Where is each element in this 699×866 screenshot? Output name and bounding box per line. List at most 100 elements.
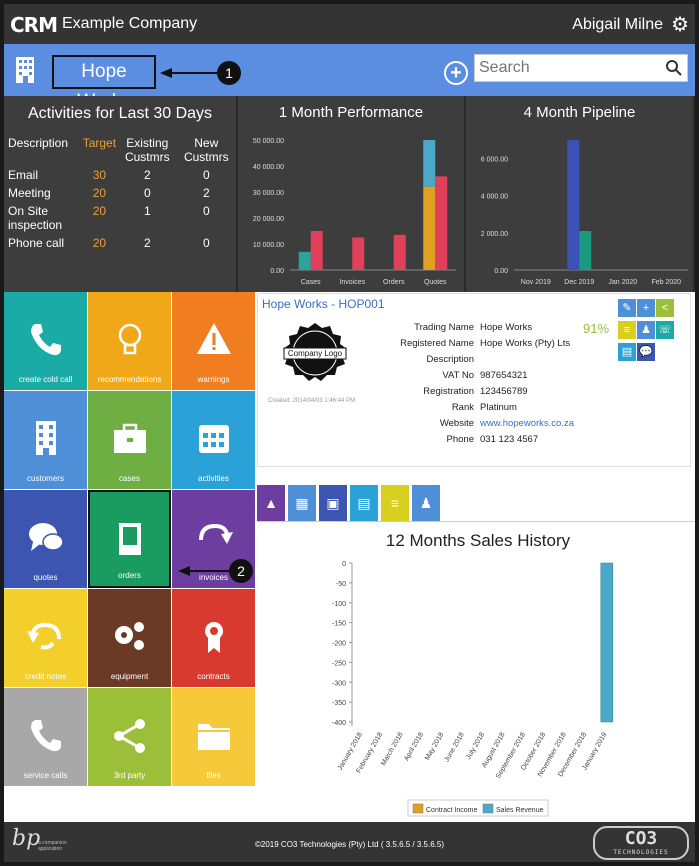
gear-icon[interactable]: ⚙ (671, 14, 689, 36)
building-icon (4, 419, 87, 457)
x-tick-label: April 2018 (403, 731, 425, 762)
row-new: 2 (202, 186, 210, 200)
pipeline-title: 4 Month Pipeline (523, 104, 636, 121)
y-tick-label: -400 (332, 720, 346, 727)
list-icon[interactable]: ▤ (618, 343, 636, 361)
tile-label: warnings (197, 375, 230, 384)
y-tick-label: -150 (332, 621, 346, 628)
x-tick-label: March 2018 (380, 731, 405, 767)
tile-service-calls[interactable]: service calls (4, 688, 87, 786)
detail-label: Phone (446, 434, 474, 445)
tab-contact-icon[interactable]: ▣ (319, 485, 347, 521)
row-target: 20 (92, 236, 107, 250)
crm-logo[interactable]: CRM (10, 13, 58, 37)
tile-quotes[interactable]: quotes (4, 490, 87, 588)
award-icon (172, 617, 255, 655)
completion-percent: 91% (583, 321, 610, 336)
share-icon (88, 716, 171, 754)
detail-label: Description (426, 354, 474, 365)
lightbulb-icon (88, 320, 171, 358)
detail-row: Description (374, 354, 576, 365)
bar-series-1 (298, 251, 311, 270)
detail-row: Registration 123456789 (374, 386, 576, 397)
detail-row: Registered Name Hope Works (Pty) Lts (374, 338, 576, 349)
copyright: ©2019 CO3 Technologies (Pty) Ltd ( 3.5.6… (255, 840, 444, 849)
sales-history-panel: 12 Months Sales History 0 -50 -100 -150 -200 -… (257, 522, 695, 822)
sales-history-title: 12 Months Sales History (386, 531, 571, 550)
tile-label: cases (119, 474, 140, 483)
activities-panel: Activities for Last 30 Days Description … (4, 96, 238, 292)
row-target: 30 (92, 168, 107, 182)
customer-details: Trading Name Hope Works Registered Name Hop… (374, 322, 576, 450)
tile-warnings[interactable]: warnings (172, 292, 255, 390)
edit-icon[interactable]: ✎ (618, 299, 636, 317)
document-icon[interactable]: ≡ (618, 321, 636, 339)
tab-building-icon[interactable]: ▦ (288, 485, 316, 521)
co3-logo-text: CO3 (624, 828, 658, 849)
y-tick-label: -200 (332, 641, 346, 648)
detail-label: Rank (451, 402, 474, 413)
legend-swatch (412, 803, 424, 814)
detail-label: Trading Name (414, 322, 474, 333)
search-box (474, 54, 688, 82)
detail-label: VAT No (442, 370, 474, 381)
tile-files[interactable]: files (172, 688, 255, 786)
y-tick-label: -350 (332, 700, 346, 707)
add-user-icon[interactable]: + (637, 299, 655, 317)
x-tick-label: Jan 2020 (608, 279, 637, 286)
pipeline-chart: 6 000.00 4 000.00 2 000.00 0.00 Nov 2019 Dec … (481, 140, 688, 286)
phone-icon (4, 320, 87, 358)
users-icon[interactable]: ♟ (637, 321, 655, 339)
tab-calendar-icon[interactable]: ▤ (350, 485, 378, 521)
tile-customers[interactable]: customers (4, 391, 87, 489)
bp-logo[interactable]: bp (12, 826, 41, 851)
y-tick-label: 6 000.00 (481, 157, 508, 164)
x-tick-label: Quotes (424, 279, 447, 286)
y-tick-label: -300 (332, 680, 346, 687)
performance-title: 1 Month Performance (278, 104, 424, 121)
bar-series-2 (393, 234, 406, 270)
tab-users-icon[interactable]: ♟ (412, 485, 440, 521)
x-tick-label: Dec 2019 (564, 279, 594, 286)
detail-row: Website www.hopeworks.co.za (374, 418, 576, 429)
pipeline-panel: 4 Month Pipeline 6 000.00 4 000.00 2 000.0… (466, 96, 695, 292)
tile-recommendations[interactable]: recommendations (88, 292, 171, 390)
tile-label: credit notes (24, 672, 67, 681)
customer-title[interactable]: Hope Works - HOP001 (262, 297, 385, 311)
tile-create-cold-call[interactable]: create cold call (4, 292, 87, 390)
phone-icon[interactable]: ☏ (656, 321, 674, 339)
x-tick-label: Orders (383, 279, 405, 286)
co3-logo[interactable]: CO3 TECHNOLOGIES (593, 826, 689, 860)
callout-arrow-1: 1 (160, 61, 241, 85)
tile-cases[interactable]: cases (88, 391, 171, 489)
tab-document-icon[interactable]: ≡ (381, 485, 409, 521)
x-tick-label: May 2018 (424, 731, 445, 761)
row-desc: Email (8, 168, 39, 182)
share-icon[interactable]: < (656, 299, 674, 317)
add-button[interactable]: + (444, 61, 468, 85)
y-tick-label: 4 000.00 (481, 194, 508, 201)
tile-credit-notes[interactable]: credit notes (4, 589, 87, 687)
detail-value[interactable]: www.hopeworks.co.za (480, 418, 574, 429)
chat-icon[interactable]: 💬 (637, 343, 655, 361)
search-input[interactable] (475, 55, 655, 81)
company-logo: Company Logo (283, 323, 347, 381)
tile-orders[interactable]: orders (88, 490, 171, 588)
row-existing: 2 (143, 236, 151, 250)
search-icon[interactable] (665, 59, 683, 77)
tile-activities[interactable]: activities (172, 391, 255, 489)
y-tick-label: 30 000.00 (253, 190, 284, 197)
row-new: 0 (202, 204, 210, 218)
tile-equipment[interactable]: equipment (88, 589, 171, 687)
row-existing: 2 (143, 168, 151, 182)
detail-value: 031 123 4567 (480, 434, 539, 445)
user-name[interactable]: Abigail Milne (572, 16, 663, 33)
tile-contracts[interactable]: contracts (172, 589, 255, 687)
detail-value: Platinum (480, 402, 517, 413)
table-row: Phone call 20 2 0 (8, 234, 234, 252)
tab-chart-icon[interactable]: ▲ (257, 485, 285, 521)
callout-arrow-2: 2 (178, 559, 253, 583)
tile-3rd-party[interactable]: 3rd party (88, 688, 171, 786)
tile-label: quotes (33, 573, 58, 582)
